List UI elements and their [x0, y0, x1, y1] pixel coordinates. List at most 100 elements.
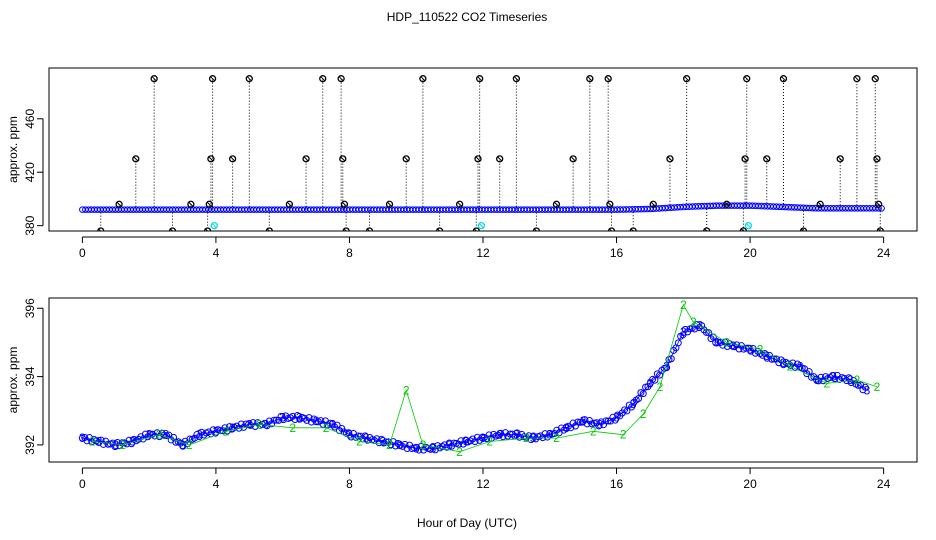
- outlier-point: [365, 227, 374, 231]
- series-point-3: [635, 395, 643, 403]
- series-label-2: 2: [523, 431, 530, 445]
- y-axis-label: approx. ppm: [6, 347, 20, 414]
- outlier-cross: [742, 156, 748, 162]
- outlier-cross: [744, 76, 750, 82]
- series-label-2: 2: [223, 424, 230, 438]
- series-label-3: 3: [496, 428, 503, 442]
- series-point-3: [623, 407, 631, 415]
- series-point-3: [483, 435, 491, 443]
- outlier-point: [476, 75, 484, 83]
- outlier-cross: [554, 201, 559, 207]
- series-label-3: 3: [730, 339, 737, 353]
- x-tick-label: 20: [743, 246, 757, 260]
- x-tick-label: 0: [79, 246, 86, 260]
- series-point-3: [478, 434, 486, 442]
- series-point-3: [123, 440, 131, 448]
- series-label-3: 3: [229, 421, 236, 435]
- outlier-cross: [609, 228, 613, 231]
- outlier-cross: [724, 201, 730, 207]
- series-label-3: 3: [463, 435, 470, 449]
- series-point-3: [279, 416, 287, 424]
- outlier-cross: [877, 228, 881, 231]
- x-tick-label: 4: [213, 246, 220, 260]
- outlier-cross: [605, 76, 611, 82]
- outlier-point: [385, 200, 394, 208]
- y-tick-label: 460: [23, 108, 37, 128]
- series-point-3: [508, 430, 516, 438]
- outlier-point: [743, 75, 751, 83]
- series-point-3: [375, 439, 383, 447]
- outlier-cross: [667, 156, 673, 162]
- series-point-3: [702, 328, 710, 336]
- series-label-3: 3: [763, 349, 770, 363]
- series-point-3: [485, 431, 493, 439]
- series-point-3: [434, 442, 442, 450]
- outlier-point: [339, 155, 347, 163]
- series-label-2: 2: [824, 376, 831, 390]
- outlier-point: [779, 75, 788, 83]
- plot-frame: [48, 67, 918, 232]
- outlier-cross: [266, 228, 271, 231]
- series-label-3: 3: [246, 417, 253, 431]
- x-tick-label: 24: [877, 477, 891, 491]
- outlier-point: [682, 75, 691, 83]
- series-label-3: 3: [430, 441, 437, 455]
- outlier-cross: [210, 76, 215, 82]
- series-point-3: [826, 374, 834, 382]
- series-label-3: 3: [747, 342, 754, 356]
- series-label-3: 3: [163, 428, 170, 442]
- series-point-3: [527, 436, 535, 444]
- flagged-point: [210, 222, 218, 230]
- outlier-cross: [151, 76, 157, 82]
- outlier-point: [168, 227, 177, 231]
- series-label-2: 2: [403, 383, 410, 397]
- series-label-3: 3: [296, 411, 303, 425]
- series-point-3: [300, 414, 308, 422]
- outlier-cross: [801, 228, 805, 231]
- series-point-3: [651, 376, 659, 384]
- series-label-3: 3: [129, 435, 136, 449]
- series-point-3: [251, 422, 259, 430]
- series-point-3: [751, 349, 759, 357]
- series-point-3: [186, 435, 194, 443]
- series-label-2: 2: [456, 445, 463, 459]
- outlier-point: [205, 200, 213, 208]
- y-tick-label: 380: [23, 215, 37, 235]
- series-label-3: 3: [797, 359, 804, 373]
- series-point-3: [373, 435, 381, 443]
- series-label-2: 2: [657, 380, 664, 394]
- series-point-3: [191, 434, 199, 442]
- outlier-point: [150, 75, 158, 83]
- outlier-point: [265, 227, 273, 231]
- x-tick-label: 24: [877, 246, 891, 260]
- series-point-3: [417, 442, 425, 450]
- outlier-point: [97, 227, 105, 231]
- x-tick-label: 16: [610, 477, 624, 491]
- series-label-3: 3: [480, 431, 487, 445]
- outlier-point: [474, 155, 482, 163]
- series-label-3: 3: [279, 411, 286, 425]
- series-label-3: 3: [630, 397, 637, 411]
- series-label-2: 2: [854, 373, 861, 387]
- flagged-point: [477, 222, 485, 230]
- series-label-3: 3: [513, 428, 520, 442]
- series-point-3: [571, 422, 579, 430]
- outlier-cross: [473, 228, 478, 231]
- outlier-cross: [320, 76, 326, 82]
- series-point-3: [786, 361, 794, 369]
- outlier-cross: [704, 228, 708, 231]
- series-label-3: 3: [329, 417, 336, 431]
- series-label-3: 3: [346, 428, 353, 442]
- series-point-3: [557, 424, 565, 432]
- outlier-cross: [684, 76, 689, 82]
- outlier-point: [115, 200, 123, 208]
- outlier-cross: [170, 228, 174, 231]
- series-point-3: [268, 420, 276, 428]
- series-point-3: [574, 418, 582, 426]
- series-label-3: 3: [363, 431, 370, 445]
- outlier-cross: [477, 76, 483, 82]
- series-point-3: [415, 446, 423, 454]
- outlier-point: [741, 155, 749, 163]
- outlier-cross: [817, 201, 823, 207]
